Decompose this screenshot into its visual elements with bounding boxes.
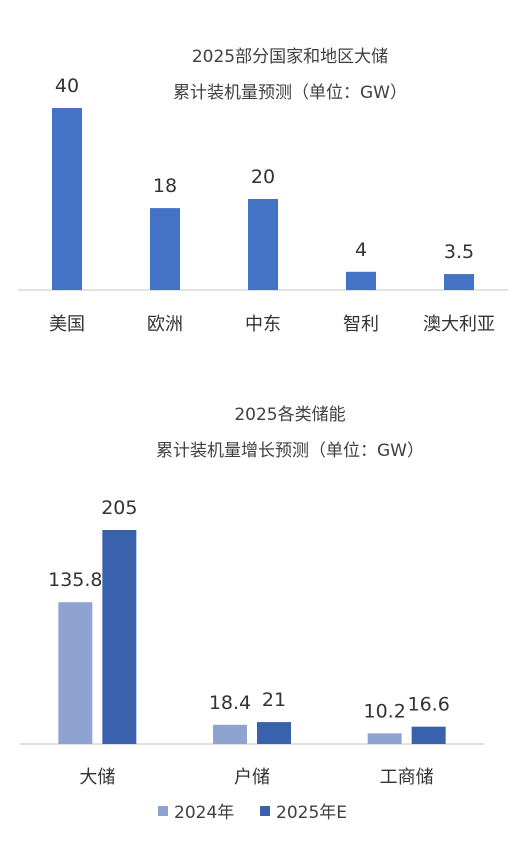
chart1-category-label-2: 中东 [245,314,281,335]
chart1-category-label-3: 智利 [343,314,379,335]
legend-swatch-2025e [260,806,270,816]
legend-label-2024: 2024年 [174,803,234,823]
chart1-bar-0 [52,108,82,290]
chart2-bar-s0-1 [213,724,247,744]
chart1-bar-1 [150,208,180,290]
chart1-data-label-2: 20 [251,166,275,188]
chart2-title-line1: 2025各类储能 [234,405,345,425]
chart2-data-label-s0-2: 10.2 [364,700,406,722]
chart1-data-label-4: 3.5 [444,241,474,263]
chart1-bar-3 [346,271,376,290]
chart2-data-label-s0-0: 135.8 [48,569,102,591]
chart1-plot: 40 美国 18 欧洲 20 中东 4 智利 3.5 澳大利亚 [18,75,508,335]
chart2-legend: 2024年 2025年E [158,803,347,823]
chart2-data-label-s1-2: 16.6 [408,694,450,716]
chart2-data-label-s1-0: 205 [101,497,137,519]
chart2-category-label-0: 大储 [79,767,115,788]
chart1-category-label-1: 欧洲 [147,314,183,335]
chart2-bar-s1-0 [102,530,137,744]
chart1-data-label-0: 40 [55,75,79,97]
chart2-bar-s0-0 [58,602,93,744]
chart2-plot: 135.8 205 大储 18.4 21 户储 10.2 16.6 工商储 [20,497,484,788]
chart1-data-label-1: 18 [153,175,177,197]
chart2-bar-s0-2 [367,733,402,744]
chart2-data-label-s0-1: 18.4 [209,692,251,714]
chart2-data-label-s1-1: 21 [262,689,286,711]
chart2-bar-s1-2 [411,726,446,744]
chart2-category-label-1: 户储 [234,767,270,788]
chart1-title-line1: 2025部分国家和地区大储 [192,47,388,67]
chart1-category-label-0: 美国 [49,314,85,335]
chart1-category-label-4: 澳大利亚 [423,314,495,335]
chart1-bar-2 [248,199,278,290]
chart2-category-label-2: 工商储 [380,767,434,788]
chart1-title-line2: 累计装机量预测（单位：GW） [173,83,407,103]
legend-label-2025e: 2025年E [276,803,347,823]
chart2-title-line2: 累计装机量增长预测（单位：GW） [156,441,424,461]
chart1-data-label-3: 4 [355,239,367,261]
legend-swatch-2024 [158,806,168,816]
chart2-bar-s1-1 [257,722,291,744]
chart1-bar-4 [444,274,474,290]
